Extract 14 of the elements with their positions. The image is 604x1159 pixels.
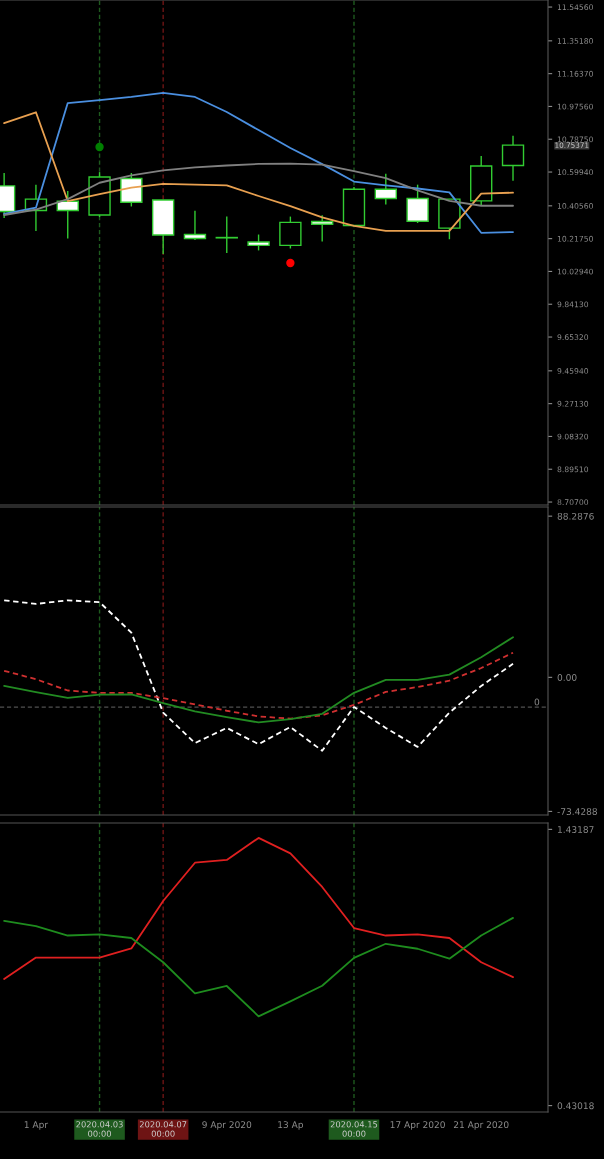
y-tick-label: 0.43018 [557, 1102, 594, 1110]
y-tick-label: -73.4288 [557, 808, 597, 815]
x-tick-label: 9 Apr 2020 [202, 1121, 252, 1130]
x-tick-label: 2020.04.03 00:00 [76, 1121, 123, 1137]
x-tick-label: 1 Apr [24, 1121, 49, 1130]
x-tick-label: 2020.04.07 00:00 [139, 1121, 187, 1137]
x-tick-label: 13 Ap [278, 1121, 304, 1130]
y-tick-label: 1.43187 [558, 826, 594, 833]
y-tick-label: 0.00 [557, 674, 577, 681]
y-tick-label: 88.2876 [557, 512, 594, 520]
annotation: 0 [534, 698, 540, 706]
x-tick-label: 2020.04.15 00:00 [330, 1121, 378, 1137]
x-tick-label: 17 Apr 2020 [390, 1121, 445, 1130]
x-tick-label: 21 Apr 2020 [453, 1121, 509, 1130]
